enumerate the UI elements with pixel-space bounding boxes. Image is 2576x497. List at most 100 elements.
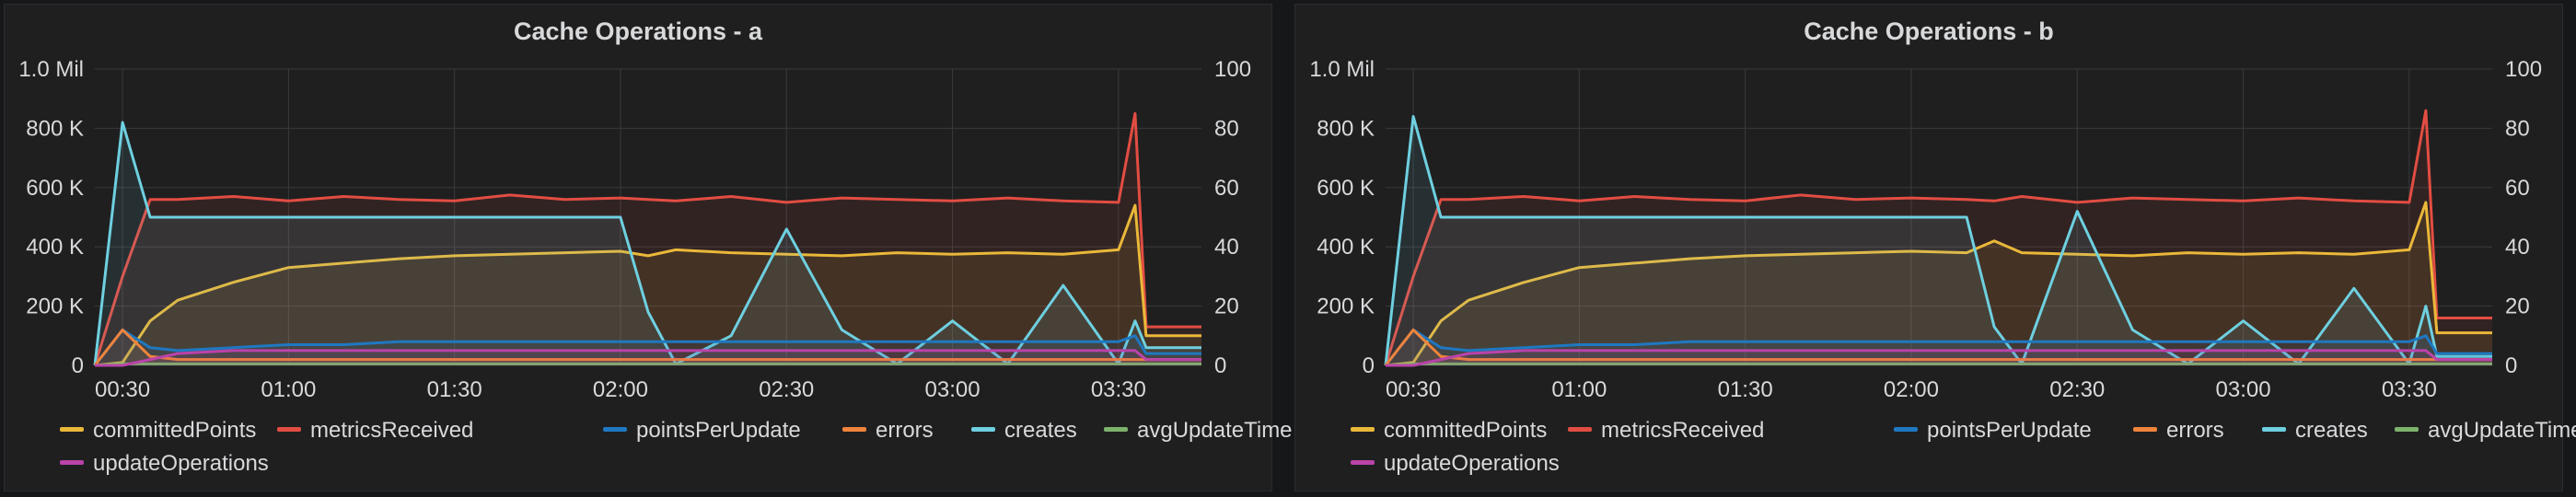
- series-area-creates: [95, 122, 1201, 365]
- series-line-pointsPerUpdate[interactable]: [1384, 328, 2492, 366]
- x-tick-label: 02:30: [759, 377, 814, 402]
- x-tick-label: 02:00: [1884, 377, 1939, 402]
- series-area-committedPoints: [1386, 202, 2492, 365]
- y-left-tick-label: 600 K: [26, 176, 84, 201]
- legend-swatch: [1894, 427, 1918, 433]
- y-left-tick-label: 0: [1363, 353, 1375, 378]
- panel-title[interactable]: Cache Operations - b: [1804, 17, 2054, 45]
- x-tick-label: 00:30: [95, 377, 150, 402]
- x-tick-label: 03:30: [2382, 377, 2437, 402]
- legend-item-updateOperations[interactable]: updateOperations: [1351, 448, 1560, 480]
- legend-row: committedPoints metricsReceived pointsPerU…: [1351, 415, 2576, 448]
- legend-row: committedPoints metricsReceived pointsPerU…: [60, 415, 1293, 448]
- legend-label: updateOperations: [93, 451, 269, 476]
- legend-label: metricsReceived: [1601, 418, 1765, 443]
- legend-item-updateOperations[interactable]: updateOperations: [60, 448, 269, 480]
- legend-item-metricsReceived[interactable]: metricsReceived: [277, 415, 473, 446]
- legend-swatch: [842, 427, 866, 433]
- legend-item-metricsReceived[interactable]: metricsReceived: [1568, 415, 1764, 446]
- legend-label: creates: [1004, 418, 1077, 443]
- y-right-tick-label: 100: [1214, 57, 1251, 82]
- y-right-tick-label: 60: [2505, 176, 2530, 201]
- legend-swatch: [2133, 427, 2157, 433]
- legend-label: metricsReceived: [310, 418, 474, 443]
- legend-label: errors: [876, 418, 934, 443]
- x-tick-label: 01:30: [427, 377, 482, 402]
- y-right-tick-label: 60: [1214, 176, 1239, 201]
- y-right-tick-label: 0: [1214, 353, 1226, 378]
- legend-label: committedPoints: [93, 418, 257, 443]
- series-line-avgUpdateTime[interactable]: [1385, 362, 2492, 367]
- x-tick-label: 01:30: [1718, 377, 1773, 402]
- series-area-metricsReceived: [95, 113, 1201, 366]
- legend-item-errors[interactable]: errors: [842, 415, 934, 446]
- series-area-updateOperations: [1386, 350, 2492, 365]
- series-area-pointsPerUpdate: [1386, 329, 2492, 365]
- legend-item-avgUpdateTime[interactable]: avgUpdateTime: [2395, 415, 2576, 446]
- legend-swatch: [277, 427, 301, 433]
- series-line-committedPoints[interactable]: [1385, 201, 2492, 367]
- y-left-tick-label: 400 K: [26, 235, 84, 260]
- y-right-tick-label: 40: [2505, 235, 2530, 260]
- legend-item-creates[interactable]: creates: [2262, 415, 2368, 446]
- legend-swatch: [60, 427, 84, 433]
- series-line-errors[interactable]: [93, 328, 1201, 366]
- legend-item-committedPoints[interactable]: committedPoints: [60, 415, 256, 446]
- series-area-committedPoints: [95, 205, 1201, 365]
- legend-swatch: [2262, 427, 2286, 433]
- y-left-tick-label: 1.0 Mil: [1309, 57, 1375, 82]
- chart-plot: 0 0 200 K 20 400 K 40 600 K 60 800 K 80 1.0 Mil 100…: [1309, 57, 2542, 402]
- legend-item-committedPoints[interactable]: committedPoints: [1351, 415, 1547, 446]
- x-tick-label: 03:00: [925, 377, 981, 402]
- panel-title[interactable]: Cache Operations - a: [513, 17, 763, 45]
- legend-item-pointsPerUpdate[interactable]: pointsPerUpdate: [1894, 415, 2092, 446]
- series-line-updateOperations[interactable]: [1386, 349, 2492, 367]
- legend-label: updateOperations: [1384, 451, 1560, 476]
- y-right-tick-label: 80: [1214, 116, 1239, 141]
- chart-legend: committedPoints metricsReceived pointsPerU…: [1351, 415, 2576, 481]
- legend-item-avgUpdateTime[interactable]: avgUpdateTime: [1104, 415, 1293, 446]
- y-right-tick-label: 100: [2505, 57, 2542, 82]
- series-line-updateOperations[interactable]: [95, 349, 1201, 367]
- chart-panel-b: Cache Operations - b 0 0 200 K 20 400 K 40 600…: [1294, 4, 2576, 491]
- y-right-tick-label: 80: [2505, 116, 2530, 141]
- legend-label: avgUpdateTime: [1137, 418, 1293, 443]
- x-tick-label: 01:00: [1551, 377, 1607, 402]
- y-left-tick-label: 600 K: [1317, 176, 1375, 201]
- y-right-tick-label: 40: [1214, 235, 1239, 260]
- y-right-tick-label: 0: [2505, 353, 2517, 378]
- legend-item-pointsPerUpdate[interactable]: pointsPerUpdate: [603, 415, 801, 446]
- y-right-tick-label: 20: [2505, 295, 2530, 319]
- series-line-metricsReceived[interactable]: [1384, 109, 2492, 366]
- series-line-errors[interactable]: [1384, 328, 2492, 366]
- y-left-tick-label: 1.0 Mil: [18, 57, 84, 82]
- legend-swatch: [1351, 460, 1375, 466]
- legend-row: updateOperations: [60, 448, 1257, 481]
- y-left-tick-label: 0: [72, 353, 84, 378]
- x-tick-label: 00:30: [1386, 377, 1441, 402]
- y-left-tick-label: 800 K: [26, 116, 84, 141]
- legend-item-creates[interactable]: creates: [971, 415, 1077, 446]
- legend-item-errors[interactable]: errors: [2133, 415, 2224, 446]
- series-area-errors: [1386, 329, 2492, 365]
- series-area-errors: [95, 329, 1201, 365]
- x-tick-label: 01:00: [261, 377, 316, 402]
- series-area-pointsPerUpdate: [95, 329, 1201, 365]
- series-line-committedPoints[interactable]: [94, 203, 1201, 367]
- y-left-tick-label: 800 K: [1317, 116, 1375, 141]
- series-line-metricsReceived[interactable]: [93, 111, 1201, 366]
- legend-swatch: [971, 427, 995, 433]
- chart-plot: 0 0 200 K 20 400 K 40 600 K 60 800 K 80 1.0 Mil 100…: [18, 57, 1251, 402]
- series-line-pointsPerUpdate[interactable]: [93, 328, 1201, 366]
- legend-swatch: [2395, 427, 2419, 433]
- y-left-tick-label: 200 K: [26, 295, 84, 319]
- series-line-avgUpdateTime[interactable]: [94, 362, 1201, 367]
- legend-label: pointsPerUpdate: [636, 418, 801, 443]
- x-tick-label: 02:30: [2049, 377, 2105, 402]
- series-area-updateOperations: [95, 350, 1201, 365]
- legend-label: avgUpdateTime: [2428, 418, 2576, 443]
- legend-label: errors: [2166, 418, 2224, 443]
- legend-label: creates: [2295, 418, 2368, 443]
- x-tick-label: 03:00: [2216, 377, 2271, 402]
- chart-panel-a: Cache Operations - a 0 0 200 K 20 400 K 40 600…: [4, 4, 1293, 491]
